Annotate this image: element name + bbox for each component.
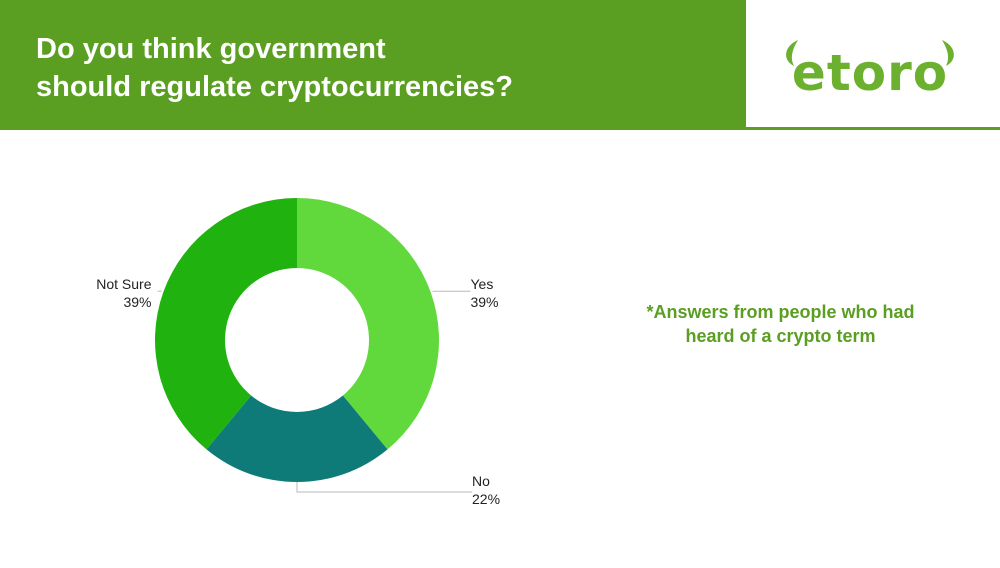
value-label-no: 22% xyxy=(472,491,500,507)
value-label-yes: 39% xyxy=(470,294,498,310)
leader-line-no xyxy=(296,482,472,493)
right-horn-icon xyxy=(942,40,954,66)
etoro-logo: etoro xyxy=(746,0,1000,127)
donut-chart: Yes 39% No 22% Not Sure 39% xyxy=(96,198,500,507)
slice-yes xyxy=(297,198,439,450)
slice-not-sure xyxy=(155,198,297,450)
label-no: No xyxy=(472,473,490,489)
value-label-not-sure: 39% xyxy=(123,294,151,310)
etoro-logo-graphic: etoro xyxy=(786,40,954,102)
title-line-1: Do you think government xyxy=(36,33,386,65)
left-horn-icon xyxy=(786,40,798,66)
label-not-sure: Not Sure xyxy=(96,276,151,292)
logo-wordmark: etoro xyxy=(792,44,948,102)
donut-chart-area: Yes 39% No 22% Not Sure 39% xyxy=(0,130,1000,563)
footnote-line-1: *Answers from people who had xyxy=(646,302,915,322)
slice-no xyxy=(206,395,388,482)
title-line-2: should regulate cryptocurrencies? xyxy=(36,71,514,103)
page-title: Do you think government should regulate … xyxy=(36,30,716,106)
label-yes: Yes xyxy=(470,276,493,292)
footnote: *Answers from people who had heard of a … xyxy=(608,300,953,348)
footnote-line-2: heard of a crypto term xyxy=(685,326,876,346)
